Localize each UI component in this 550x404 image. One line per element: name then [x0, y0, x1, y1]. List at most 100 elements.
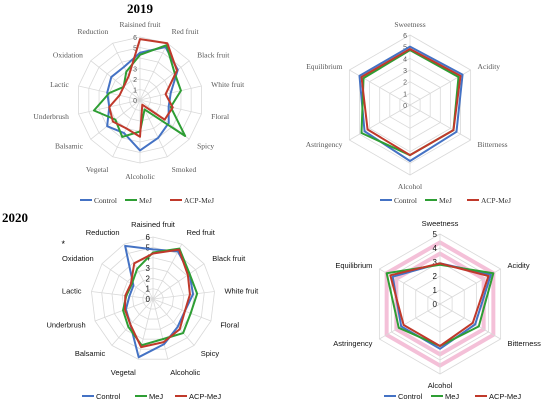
legend-label-control: Control: [394, 196, 417, 205]
axis-label-spicy: Spicy: [197, 142, 214, 151]
grid-spoke: [123, 243, 154, 300]
axis-label-floral: Floral: [220, 321, 239, 330]
axis-label-lactic: Lactic: [62, 286, 82, 295]
tick-label: 3: [133, 67, 137, 74]
grid-spoke: [379, 303, 441, 340]
tick-label: 2: [403, 80, 407, 87]
tick-label: 5: [403, 45, 407, 52]
grid-spoke: [152, 291, 215, 300]
axis-label-sweetness: Sweetness: [422, 219, 459, 228]
legend-label-mej: MeJ: [139, 196, 152, 205]
grid-spoke: [139, 60, 190, 101]
radar-taste-2020: 0 1 2 3 4 5 Sweetness Acidity Bitterness Alcohol A…: [333, 219, 541, 401]
grid-spoke: [91, 291, 154, 300]
axis-label-balsamic: Balsamic: [55, 142, 84, 151]
axis-label-floral: Floral: [211, 112, 229, 121]
axis-label-astringency: Astringency: [306, 140, 343, 149]
axis-label-bitterness: Bitterness: [478, 140, 508, 149]
grid-spoke: [152, 263, 205, 300]
axis-label-raisined-fruit: Raisined fruit: [119, 20, 161, 29]
significance-marker: *: [62, 239, 66, 249]
legend-label-control: Control: [398, 392, 423, 401]
legend-label-control: Control: [94, 196, 117, 205]
series-line-acp-mej: [389, 262, 490, 347]
axis-label-vegetal: Vegetal: [111, 368, 136, 377]
tick-label: 3: [403, 68, 407, 75]
legend-label-acp-mej: ACP-MeJ: [481, 196, 511, 205]
tick-label: 2: [146, 274, 151, 283]
grid-ring: [142, 288, 164, 310]
tick-label: 4: [403, 56, 407, 63]
grid-ring: [91, 236, 215, 360]
axis-label-alcohol: Alcohol: [398, 182, 422, 191]
series-line-control: [358, 45, 464, 162]
year-label-2019: 2019: [127, 1, 154, 16]
axis-label-spicy: Spicy: [201, 349, 220, 358]
axis-label-acidity: Acidity: [478, 62, 501, 71]
axis-label-white-fruit: White fruit: [211, 80, 245, 89]
series-line-mej: [122, 247, 199, 347]
axis-label-red-fruit: Red fruit: [186, 228, 215, 237]
tick-label: 5: [133, 46, 137, 53]
axis-label-red-fruit: Red fruit: [172, 27, 200, 36]
tick-label: 2: [433, 272, 438, 281]
axis-label-lactic: Lactic: [50, 80, 69, 89]
axis-label-oxidation: Oxidation: [53, 50, 83, 59]
tick-label: 1: [433, 286, 438, 295]
axis-label-white-fruit: White fruit: [224, 286, 259, 295]
legend-label-acp-mej: ACP-MeJ: [489, 392, 521, 401]
legend-label-acp-mej: ACP-MeJ: [184, 196, 214, 205]
tick-label: 3: [146, 264, 151, 273]
axis-label-astringency: Astringency: [333, 339, 372, 348]
grid-ring: [132, 277, 174, 320]
legend-label-mej: MeJ: [439, 196, 452, 205]
tick-label: 0: [133, 98, 137, 105]
axis-label-oxidation: Oxidation: [62, 254, 94, 263]
grid-spoke: [152, 298, 212, 322]
axis-label-reduction: Reduction: [77, 27, 108, 36]
legend-label-mej: MeJ: [445, 392, 459, 401]
axis-label-underbrush: Underbrush: [46, 321, 85, 330]
tick-label: 1: [403, 91, 407, 98]
grid-spoke: [349, 104, 411, 141]
series-line-acp-mej: [123, 248, 191, 349]
series-line-acp-mej: [108, 38, 178, 138]
tick-label: 3: [433, 258, 438, 267]
grid-spoke: [90, 60, 141, 101]
grid-spoke: [409, 104, 471, 141]
grid-spoke: [137, 298, 154, 360]
axis-label-black-fruit: Black fruit: [197, 50, 230, 59]
axis-label-equilibrium: Equilibrium: [335, 261, 372, 270]
series-line-acp-mej: [360, 48, 462, 157]
tick-label: 1: [146, 285, 151, 294]
series-line-control: [391, 262, 492, 350]
tick-label: 0: [403, 103, 407, 110]
grid-spoke: [101, 263, 154, 300]
legend-label-acp-mej: ACP-MeJ: [189, 392, 221, 401]
grid-spoke: [152, 298, 169, 360]
grid-spoke: [111, 298, 154, 346]
axis-label-underbrush: Underbrush: [33, 112, 69, 121]
axis-label-balsamic: Balsamic: [75, 349, 106, 358]
radar-taste-2019: 0 1 2 3 4 5 6 Sweetness Acidity Bitterness Alcohol…: [306, 20, 511, 205]
tick-label: 5: [433, 230, 438, 239]
axis-label-reduction: Reduction: [86, 228, 120, 237]
axis-label-sweetness: Sweetness: [394, 20, 425, 29]
axis-label-black-fruit: Black fruit: [212, 254, 246, 263]
axis-label-bitterness: Bitterness: [508, 339, 542, 348]
tick-label: 4: [433, 244, 438, 253]
grid-spoke: [152, 298, 195, 346]
legend-label-control: Control: [96, 392, 121, 401]
axis-label-vegetal: Vegetal: [86, 165, 109, 174]
tick-label: 1: [133, 88, 137, 95]
grid-ring: [121, 267, 185, 330]
axis-label-raisined-fruit: Raisined fruit: [131, 220, 176, 229]
tick-label: 6: [403, 33, 407, 40]
year-label-2020: 2020: [2, 210, 28, 225]
tick-label: 6: [133, 35, 137, 42]
grid-spoke: [139, 43, 168, 101]
axis-label-equilibrium: Equilibrium: [306, 62, 342, 71]
